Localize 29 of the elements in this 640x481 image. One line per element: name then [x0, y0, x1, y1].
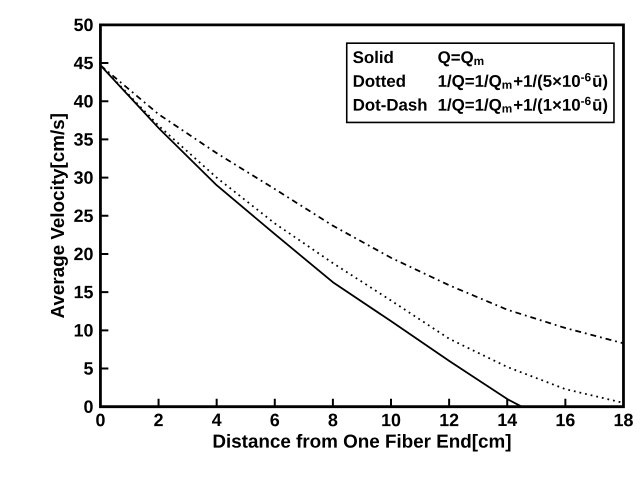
- x-tick-label: 12: [440, 414, 458, 426]
- annotation: Dotted: [354, 74, 405, 87]
- y-tick-label: 40: [74, 94, 93, 108]
- y-tick-label: 5: [84, 362, 93, 375]
- x-tick-label: 6: [270, 414, 280, 426]
- annotation: Solid: [353, 50, 393, 64]
- annotation: Q=Q$_{m}$: [438, 51, 484, 66]
- x-tick-label: 0: [96, 414, 105, 426]
- y-tick-label: 35: [74, 132, 93, 146]
- x-tick-label: 8: [328, 414, 338, 426]
- y-tick-label: 45: [74, 56, 93, 70]
- y-tick-label: 15: [74, 286, 93, 298]
- y-axis-title: Average Velocity[cm/s]: [50, 114, 68, 318]
- x-tick-label: 18: [614, 414, 633, 426]
- x-tick-label: 4: [212, 414, 222, 426]
- x-axis-title: Distance from One Fiber End[cm]: [214, 434, 510, 452]
- annotation: 1/Q=1/Q$_{m}$+1/(1×10$^{-6}$ū): [438, 96, 608, 114]
- y-tick-label: 25: [74, 209, 93, 222]
- x-tick-label: 16: [556, 414, 575, 426]
- y-tick-label: 20: [74, 248, 93, 260]
- y-tick-label: 0: [84, 400, 93, 413]
- annotation: 1/Q=1/Q$_{m}$+1/(5×10$^{-6}$ū): [438, 72, 608, 90]
- y-tick-label: 30: [74, 171, 93, 184]
- y-tick-label: 50: [74, 18, 93, 32]
- y-tick-label: 10: [74, 324, 93, 337]
- x-tick-label: 14: [498, 414, 518, 426]
- x-tick-label: 10: [382, 414, 400, 426]
- x-tick-label: 2: [154, 414, 163, 426]
- annotation: Dot-Dash: [354, 98, 426, 111]
